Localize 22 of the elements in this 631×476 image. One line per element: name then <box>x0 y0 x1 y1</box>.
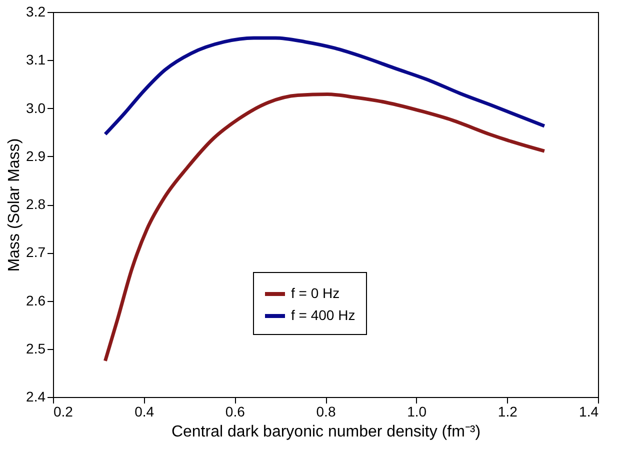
y-tick-label: 3.0 <box>26 100 46 116</box>
legend-label: f = 400 Hz <box>291 307 356 323</box>
x-tick-label: 0.8 <box>316 404 336 420</box>
x-tick-label: 0.2 <box>54 404 74 420</box>
y-tick-label: 2.6 <box>26 292 46 308</box>
y-tick-label: 3.2 <box>26 4 46 20</box>
legend-label: f = 0 Hz <box>291 285 340 301</box>
x-tick-label: 0.4 <box>134 404 154 420</box>
y-tick-label: 2.4 <box>26 388 46 404</box>
y-tick-label: 2.9 <box>26 148 46 164</box>
line-series <box>103 36 546 136</box>
y-tick-label: 2.8 <box>26 196 46 212</box>
x-tick-label: 1.4 <box>579 404 599 420</box>
x-tick-label: 1.0 <box>407 404 427 420</box>
line-series <box>103 92 546 363</box>
x-axis-title: Central dark baryonic number density (fm⁻³) <box>171 424 481 440</box>
x-tick-label: 1.2 <box>498 404 518 420</box>
y-tick-label: 3.1 <box>26 52 46 68</box>
x-tick-label: 0.6 <box>225 404 246 420</box>
y-axis-title: Mass (Solar Mass) <box>6 138 24 272</box>
y-tick-label: 2.5 <box>26 340 46 356</box>
y-tick-label: 2.7 <box>26 244 46 260</box>
